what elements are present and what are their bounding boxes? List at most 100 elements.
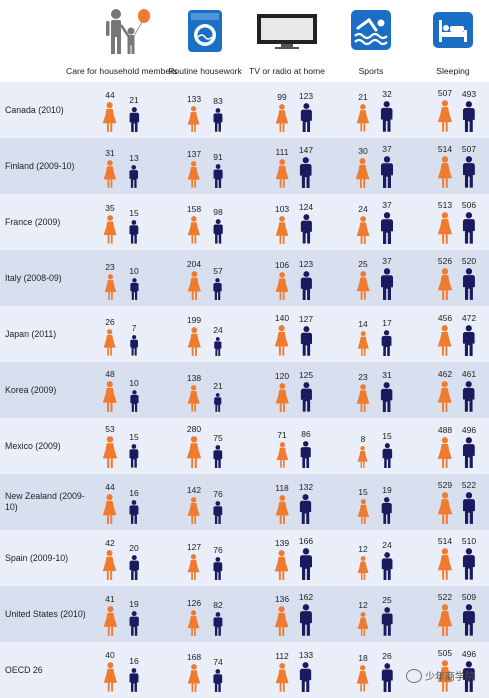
men-figure-icon	[300, 604, 312, 636]
men-value-label: 507	[461, 144, 477, 155]
table-row: Italy (2008-09) 23 10 204 57 106 123 25 37 526 520	[0, 250, 489, 306]
column-label: Routine housework	[168, 66, 242, 76]
men-value-label: 17	[382, 317, 392, 328]
men-value-label: 496	[461, 648, 477, 659]
men-value-label: 522	[461, 480, 477, 491]
women-figure-icon	[437, 436, 453, 468]
men-value-label: 123	[298, 258, 314, 269]
men-value-label: 16	[129, 656, 139, 667]
men-figure-icon	[463, 381, 475, 412]
men-value-label: 506	[461, 200, 477, 211]
country-label: Finland (2009-10)	[5, 160, 75, 171]
women-figure-icon	[437, 604, 453, 636]
men-value-label: 15	[129, 432, 139, 443]
women-figure-icon	[437, 548, 453, 580]
women-value-label: 513	[437, 200, 453, 211]
column-header-care: Care for household members	[66, 0, 177, 82]
men-value-label: 37	[382, 256, 392, 266]
women-figure-icon	[438, 325, 452, 356]
men-figure-icon	[463, 212, 475, 244]
men-value-label: 15	[129, 208, 139, 219]
men-figure-icon	[463, 268, 475, 300]
bed-icon	[433, 12, 473, 48]
women-figure-icon	[103, 493, 117, 524]
men-value-label: 26	[382, 650, 392, 661]
men-figure-icon	[129, 668, 139, 692]
men-value-label: 86	[301, 429, 311, 440]
women-figure-icon	[437, 492, 453, 524]
men-figure-icon	[300, 441, 312, 468]
women-value-label: 44	[105, 89, 115, 100]
country-label: Canada (2010)	[5, 104, 64, 115]
men-figure-icon	[381, 497, 393, 524]
men-value-label: 13	[129, 153, 139, 164]
chart-header: Care for household members Routine house…	[0, 0, 489, 82]
country-label: New Zealand (2009-10)	[5, 491, 85, 512]
women-figure-icon	[357, 331, 369, 356]
men-figure-icon	[213, 668, 223, 692]
men-figure-icon	[213, 444, 223, 468]
men-figure-icon	[463, 604, 475, 636]
women-figure-icon	[188, 105, 200, 132]
women-figure-icon	[188, 554, 200, 580]
column-label: TV or radio at home	[249, 66, 325, 76]
column-label: Sports	[358, 66, 384, 76]
men-value-label: 123	[298, 90, 314, 101]
women-figure-icon	[357, 665, 369, 692]
women-figure-icon	[103, 606, 117, 636]
women-figure-icon	[437, 660, 453, 692]
country-label: OECD 26	[5, 664, 43, 675]
men-figure-icon	[130, 335, 138, 356]
men-figure-icon	[463, 660, 475, 692]
women-value-label: 23	[105, 262, 115, 273]
women-value-label: 25	[358, 259, 368, 270]
women-figure-icon	[275, 271, 289, 300]
women-figure-icon	[356, 104, 370, 132]
men-value-label: 76	[213, 488, 223, 499]
women-figure-icon	[103, 101, 117, 132]
women-figure-icon	[437, 268, 453, 300]
women-value-label: 488	[437, 424, 453, 435]
men-figure-icon	[213, 556, 223, 580]
men-value-label: 133	[298, 649, 314, 660]
women-figure-icon	[275, 549, 289, 580]
women-value-label: 24	[358, 203, 368, 214]
men-value-label: 510	[461, 536, 477, 547]
women-value-label: 40	[105, 650, 115, 661]
women-figure-icon	[187, 326, 201, 356]
women-value-label: 30	[358, 145, 368, 156]
men-figure-icon	[129, 500, 139, 524]
men-figure-icon	[463, 436, 475, 468]
men-value-label: 75	[213, 432, 223, 443]
women-value-label: 41	[105, 594, 115, 605]
column-header-tv: TV or radio at home	[242, 0, 332, 82]
men-figure-icon	[213, 219, 223, 244]
women-figure-icon	[275, 325, 289, 356]
table-row: Canada (2010) 44 21 133 83 99 123 21 32 507 493	[0, 82, 489, 138]
men-figure-icon	[463, 100, 475, 132]
washing-machine-icon	[188, 10, 222, 52]
men-value-label: 472	[461, 312, 477, 323]
men-value-label: 31	[382, 369, 392, 380]
men-value-label: 127	[298, 314, 314, 325]
country-label: France (2009)	[5, 216, 61, 227]
women-figure-icon	[104, 329, 116, 356]
women-value-label: 23	[358, 371, 368, 382]
women-figure-icon	[102, 436, 118, 468]
men-value-label: 10	[129, 266, 139, 277]
men-figure-icon	[463, 548, 475, 580]
men-figure-icon	[213, 108, 223, 132]
women-figure-icon	[275, 605, 289, 636]
women-figure-icon	[437, 212, 453, 244]
table-row: Spain (2009-10) 42 20 127 76 139 166 12 24 514 510	[0, 530, 489, 586]
table-row: Finland (2009-10) 31 13 137 91 111 147 30 37 514 5…	[0, 138, 489, 194]
women-value-label: 112	[275, 651, 289, 662]
women-value-label: 168	[186, 652, 202, 663]
women-figure-icon	[103, 160, 117, 188]
table-row: Mexico (2009) 53 15 280 75 71 86 8 15 488 496	[0, 418, 489, 474]
women-value-label: 126	[186, 597, 202, 608]
women-value-label: 44	[105, 481, 115, 492]
women-figure-icon	[187, 216, 201, 244]
column-label: Sleeping	[436, 66, 470, 76]
women-value-label: 140	[274, 313, 290, 324]
